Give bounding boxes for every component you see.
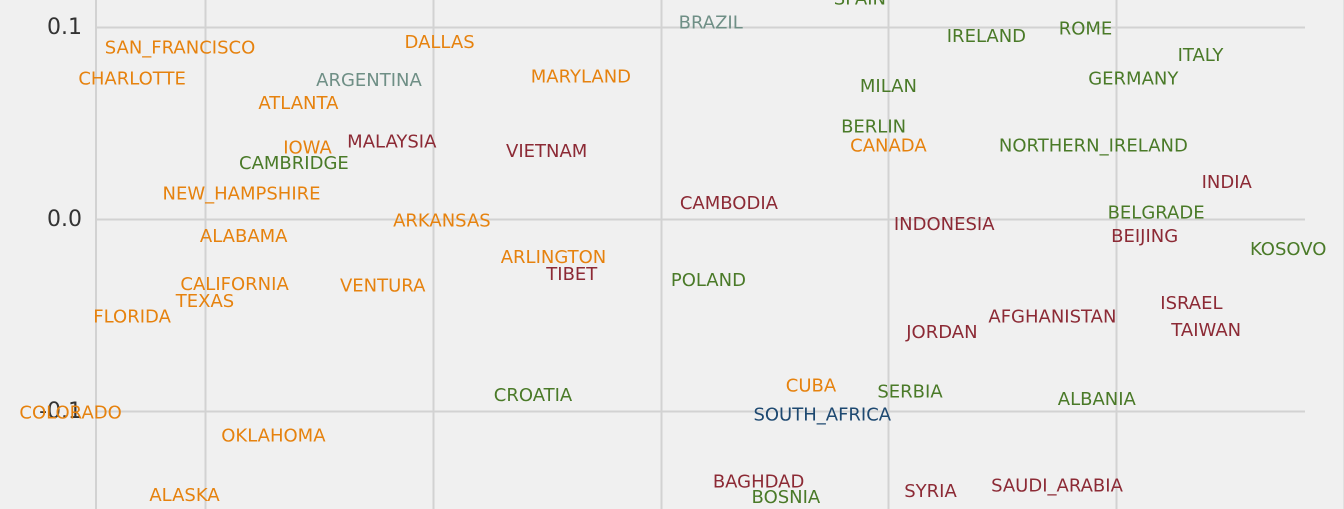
point-label-israel: ISRAEL [1160,293,1222,314]
point-label-northern-ireland: NORTHERN_IRELAND [999,136,1188,157]
point-label-malaysia: MALAYSIA [347,132,437,153]
point-label-india: INDIA [1202,172,1253,193]
point-label-vietnam: VIETNAM [506,141,587,162]
point-label-colorado: COLORADO [19,403,121,424]
point-label-baghdad: BAGHDAD [713,472,805,493]
point-label-rome: ROME [1059,18,1113,39]
point-label-syria: SYRIA [904,481,957,502]
point-label-beijing: BEIJING [1111,226,1178,247]
point-label-arlington: ARLINGTON [501,247,607,268]
point-label-serbia: SERBIA [877,381,943,402]
point-label-new-hampshire: NEW_HAMPSHIRE [162,184,320,205]
point-label-saudi-arabia: SAUDI_ARABIA [991,476,1123,497]
point-label-italy: ITALY [1178,45,1225,66]
point-label-arkansas: ARKANSAS [393,210,491,231]
point-label-charlotte: CHARLOTTE [78,68,186,89]
point-label-bosnia: BOSNIA [752,487,821,508]
point-label-afghanistan: AFGHANISTAN [988,306,1116,327]
point-label-berlin: BERLIN [841,116,906,137]
point-label-spain: SPAIN [834,0,886,10]
point-label-dallas: DALLAS [405,32,475,53]
point-label-iowa: IOWA [283,137,332,158]
point-label-cambridge: CAMBRIDGE [239,153,349,174]
point-label-san-francisco: SAN_FRANCISCO [105,38,256,59]
point-label-atlanta: ATLANTA [258,93,339,114]
point-label-florida: FLORIDA [93,306,171,327]
point-label-alabama: ALABAMA [200,226,288,247]
data-points: SPAIN BRAZIL IRELAND ROME SAN_FRANCISCO DALLA… [19,0,1326,508]
point-label-canada: CANADA [850,136,927,157]
point-label-cambodia: CAMBODIA [680,193,779,214]
point-label-maryland: MARYLAND [531,66,631,87]
y-tick-label: 0.1 [47,15,82,40]
point-label-south-africa: SOUTH_AFRICA [753,404,891,425]
y-tick-label: -0.1 [39,399,82,424]
point-label-taiwan: TAIWAN [1170,320,1241,341]
point-label-indonesia: INDONESIA [894,214,995,235]
point-label-alaska: ALASKA [149,485,220,506]
point-label-jordan: JORDAN [905,322,977,343]
grid-lines [95,0,1344,509]
point-label-poland: POLAND [671,270,746,291]
point-label-argentina: ARGENTINA [316,70,422,91]
point-label-kosovo: KOSOVO [1250,239,1326,260]
point-label-ireland: IRELAND [947,26,1026,47]
y-tick-label: 0.0 [47,207,82,232]
point-label-croatia: CROATIA [494,385,573,406]
point-label-cuba: CUBA [786,376,837,397]
point-label-brazil: BRAZIL [679,13,743,34]
point-label-oklahoma: OKLAHOMA [221,426,326,447]
point-label-milan: MILAN [860,76,917,97]
y-axis-ticks: 0.1 0.0 -0.1 [39,15,82,424]
point-label-germany: GERMANY [1088,68,1179,89]
point-label-belgrade: BELGRADE [1108,203,1205,224]
point-label-tibet: TIBET [545,264,598,285]
point-label-albania: ALBANIA [1058,389,1137,410]
point-label-texas: TEXAS [175,291,234,312]
point-label-california: CALIFORNIA [180,274,289,295]
point-label-ventura: VENTURA [340,276,426,297]
